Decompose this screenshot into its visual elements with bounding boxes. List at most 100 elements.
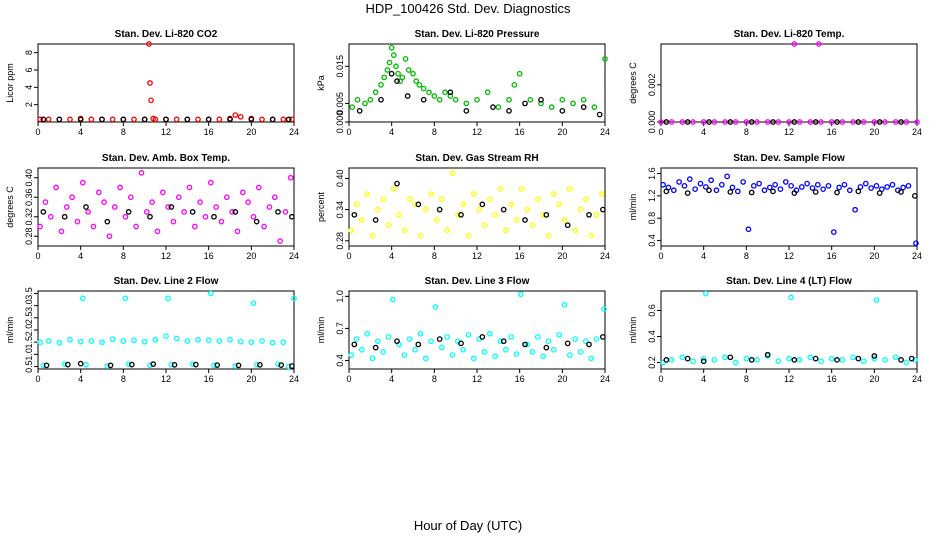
- data-point: [543, 344, 550, 351]
- data-point: [235, 362, 242, 369]
- data-point: [278, 362, 285, 368]
- data-point: [63, 204, 70, 210]
- data-point: [65, 361, 71, 368]
- data-point: [513, 217, 520, 223]
- data-point: [814, 181, 821, 188]
- x-tick-label: 0: [35, 251, 40, 261]
- data-point: [529, 222, 536, 229]
- x-tick-label: 20: [557, 127, 567, 137]
- y-axis-label: degrees C: [628, 62, 638, 104]
- data-point: [873, 297, 880, 303]
- data-point: [384, 67, 391, 73]
- data-point: [839, 357, 846, 363]
- data-point: [497, 338, 504, 345]
- data-point: [458, 211, 464, 218]
- data-point: [99, 116, 105, 123]
- data-point: [754, 119, 760, 125]
- data-point: [556, 201, 562, 208]
- data-point: [378, 96, 384, 103]
- data-point: [372, 344, 379, 351]
- data-point: [205, 116, 212, 123]
- data-point: [436, 336, 443, 342]
- data-point: [718, 181, 725, 188]
- data-point: [846, 187, 853, 194]
- data-point: [889, 181, 896, 188]
- data-point: [745, 226, 752, 233]
- data-point: [45, 338, 52, 344]
- data-point: [600, 206, 606, 213]
- data-point: [812, 189, 819, 195]
- data-point: [582, 338, 589, 345]
- data-point: [708, 177, 714, 184]
- data-point: [37, 339, 43, 346]
- data-point: [191, 223, 198, 230]
- data-point: [394, 338, 400, 345]
- data-point: [428, 191, 434, 197]
- data-point: [508, 201, 514, 208]
- data-point: [828, 355, 835, 362]
- data-point: [684, 119, 691, 125]
- data-point: [502, 227, 509, 234]
- y-tick-label: 0.002: [647, 74, 657, 97]
- x-tick-label: 4: [389, 374, 394, 384]
- scatter-panel-7: Stan. Dev. Line 2 Flow 0 4 8 12 16 20 24 0.51.01…: [5, 276, 299, 384]
- data-point: [748, 357, 755, 363]
- y-tick-label: 2: [24, 102, 34, 107]
- y-tick-label: 0.40: [335, 170, 345, 188]
- x-tick-label: 12: [472, 251, 482, 261]
- data-point: [223, 194, 230, 201]
- data-point: [812, 355, 819, 362]
- data-point: [686, 176, 693, 182]
- data-point: [588, 232, 594, 239]
- data-point: [663, 119, 670, 125]
- data-point: [497, 185, 504, 192]
- data-point: [406, 336, 413, 342]
- data-point: [109, 116, 116, 123]
- data-point: [37, 116, 43, 123]
- data-point: [406, 196, 413, 203]
- data-point: [184, 338, 191, 344]
- x-tick-label: 12: [161, 127, 171, 137]
- data-point: [465, 232, 472, 239]
- data-point: [756, 180, 762, 187]
- data-point: [820, 186, 826, 193]
- data-point: [807, 354, 814, 361]
- data-point: [700, 355, 707, 362]
- data-point: [438, 196, 445, 203]
- data-point: [58, 228, 65, 235]
- data-point: [138, 170, 145, 176]
- data-point: [700, 358, 707, 365]
- data-point: [511, 82, 518, 88]
- data-point: [184, 116, 191, 123]
- y-tick-label: 1.0: [335, 290, 345, 303]
- data-point: [577, 206, 584, 213]
- data-point: [120, 116, 127, 123]
- data-point: [77, 338, 84, 345]
- data-point: [545, 338, 552, 345]
- data-point: [593, 211, 600, 218]
- data-point: [727, 354, 734, 361]
- data-point: [602, 56, 608, 62]
- data-point: [548, 104, 555, 110]
- x-tick-label: 0: [658, 251, 663, 261]
- data-point: [447, 89, 454, 96]
- data-point: [460, 201, 466, 208]
- data-point: [287, 174, 294, 181]
- data-point: [432, 304, 439, 310]
- data-point: [540, 353, 546, 360]
- x-tick-label: 24: [600, 374, 610, 384]
- data-point: [125, 361, 132, 367]
- data-point: [53, 184, 59, 191]
- data-point: [850, 354, 856, 361]
- data-point: [561, 217, 568, 223]
- y-tick-label: 2.5: [24, 312, 34, 325]
- x-tick-label: 4: [78, 127, 83, 137]
- data-point: [566, 352, 573, 358]
- y-tick-label: 0.8: [647, 212, 657, 225]
- data-point: [351, 211, 358, 218]
- y-axis-label: ml/min: [5, 317, 15, 344]
- x-tick-label: 4: [701, 127, 706, 137]
- data-point: [141, 116, 148, 123]
- data-point: [369, 355, 376, 362]
- data-point: [449, 352, 456, 358]
